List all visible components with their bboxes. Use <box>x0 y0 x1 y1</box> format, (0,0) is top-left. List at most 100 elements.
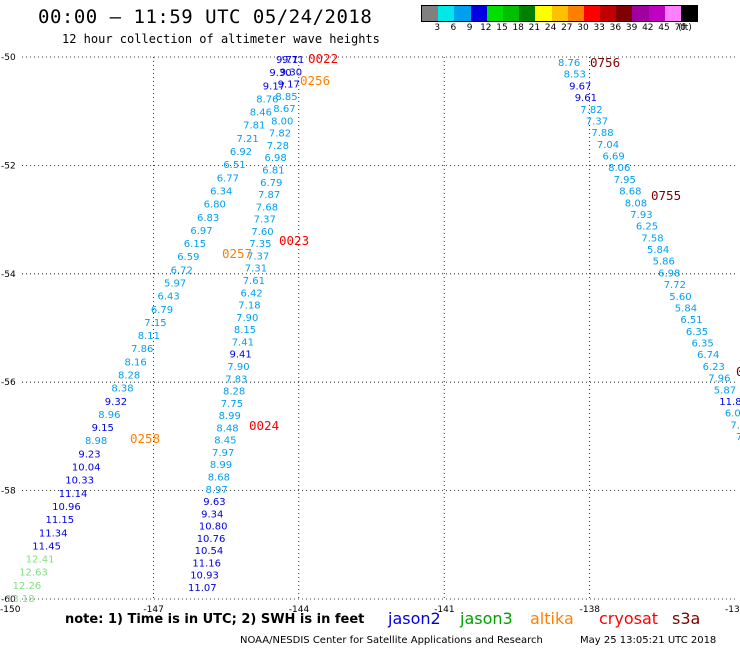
wave-height-value: 6.97 <box>190 226 212 237</box>
wave-height-value: 9.17 <box>263 81 285 92</box>
wave-height-value: 6.72 <box>171 265 193 276</box>
wave-height-value: 8.97 <box>206 485 228 496</box>
legend-swatch <box>551 6 568 21</box>
legend-label: 39 <box>625 23 638 33</box>
pass-time-label: 0023 <box>279 233 309 248</box>
wave-height-value: 8.28 <box>223 387 245 398</box>
wave-height-value: 7.37 <box>586 116 608 127</box>
pass-time-label: 0022 <box>308 51 338 66</box>
pass-time-labels: 0022 0256 0023 0257 0024 0258 0756 0755 0 <box>130 51 740 446</box>
legend-swatch <box>502 6 520 21</box>
legend-labels: 3 6 9 12 15 18 21 24 27 30 33 36 39 42 45 70 (ft) <box>421 22 698 36</box>
wave-height-value: 7.31 <box>245 264 267 275</box>
wave-height-value: 7.88 <box>591 128 613 139</box>
legend-swatch <box>470 6 487 21</box>
legend-label: 24 <box>544 23 557 33</box>
wave-height-value: 9.15 <box>92 423 114 434</box>
lon-tick-label: -13 <box>725 605 740 615</box>
legend-label: 9 <box>466 23 473 33</box>
wave-height-value: 12.41 <box>26 555 55 566</box>
wave-height-value: 9.63 <box>203 497 225 508</box>
wave-height-value: 8.48 <box>216 423 238 434</box>
lat-tick-label: -50 <box>1 53 16 63</box>
satellite-label-s3a: s3a <box>672 609 701 628</box>
wave-height-value: 5.87 <box>714 385 736 396</box>
lat-tick-label: -56 <box>1 378 16 388</box>
wave-height-value: 6.83 <box>197 213 219 224</box>
wave-height-value: 5.84 <box>675 303 697 314</box>
satellite-label-jason2: jason2 <box>388 609 441 628</box>
wave-height-value: 9.67 <box>569 81 591 92</box>
legend-swatch <box>486 6 503 21</box>
legend-label: (ft) <box>678 23 692 33</box>
footer-timestamp: May 25 13:05:21 UTC 2018 <box>580 635 717 646</box>
wave-height-value: 8.68 <box>208 473 230 484</box>
wave-height-value: 10.80 <box>199 522 228 533</box>
legend-swatch <box>454 6 471 21</box>
wave-height-value: 7.81 <box>243 121 265 132</box>
lon-tick-label: -138 <box>580 605 601 615</box>
wave-height-value: 6.80 <box>204 200 226 211</box>
wave-height-value: 9.41 <box>230 350 252 361</box>
wave-height-value: 10.33 <box>65 476 94 487</box>
wave-height-value: 11.16 <box>192 558 221 569</box>
legend-label: 27 <box>561 23 573 33</box>
satellite-label-cryosat: cryosat <box>599 609 659 628</box>
satellite-tracks: 9.719.309.178.768.467.817.216.926.516.77… <box>6 55 740 605</box>
wave-height-value: 9.17 <box>278 80 300 91</box>
wave-height-value: 7.41 <box>232 337 254 348</box>
wave-height-value: 8.99 <box>210 460 232 471</box>
pass-time-label: 0257 <box>222 246 252 261</box>
wave-height-value: 6.69 <box>603 152 625 163</box>
wave-height-value: 8.98 <box>85 436 107 447</box>
wave-height-value: 8.68 <box>619 187 641 198</box>
legend-swatch <box>438 6 455 21</box>
lat-tick-label: -60 <box>1 595 16 605</box>
legend-swatch <box>519 6 536 21</box>
wave-height-value: 7.83 <box>225 374 247 385</box>
satellite-label-altika: altika <box>530 609 574 628</box>
wave-height-value: 10.93 <box>190 571 219 582</box>
wave-height-value: 10.54 <box>195 546 224 557</box>
wave-height-value: 6.59 <box>177 252 199 263</box>
satellite-label-jason3: jason3 <box>460 609 513 628</box>
legend-swatch <box>632 6 649 21</box>
wave-height-value: 6.51 <box>680 315 702 326</box>
wave-height-value: 7 <box>736 432 740 443</box>
wave-height-value: 8.76 <box>256 94 278 105</box>
wave-height-value: 11.34 <box>39 528 68 539</box>
legend-swatches <box>421 5 699 22</box>
legend-label: 6 <box>450 23 457 33</box>
wave-height-value: 11.15 <box>46 515 75 526</box>
wave-height-value: 6.15 <box>184 239 206 250</box>
wave-height-value: 12.63 <box>19 568 48 579</box>
wave-height-value: 9.23 <box>78 449 100 460</box>
wave-height-value: 7.58 <box>641 233 663 244</box>
wave-height-value: 8.08 <box>625 198 647 209</box>
footer-credit: NOAA/NESDIS Center for Satellite Applica… <box>240 635 543 646</box>
wave-height-value: 9.34 <box>201 509 223 520</box>
wave-height-value: 5.86 <box>653 257 675 268</box>
wave-height-value: 6.43 <box>158 292 180 303</box>
wave-height-value: 6.42 <box>241 288 263 299</box>
wave-height-value: 10.76 <box>197 534 226 545</box>
wave-height-value: 8.06 <box>608 163 630 174</box>
wave-height-value: 9.71 <box>282 55 304 66</box>
wave-height-value: 6.34 <box>210 187 232 198</box>
wave-height-value: 6.98 <box>658 268 680 279</box>
lon-tick-label: -141 <box>434 605 454 615</box>
wave-height-value: 8.45 <box>214 436 236 447</box>
axis-ticks: -50 -52 -54 -56 -58 -60-150 -147 -144 -141 -138 -1… <box>0 53 740 615</box>
wave-height-value: 6.79 <box>151 305 173 316</box>
pass-time-label: 0256 <box>300 73 330 88</box>
wave-height-value: 7.72 <box>664 280 686 291</box>
wave-height-value: 7.82 <box>269 129 291 140</box>
wave-height-value: 8.38 <box>111 384 133 395</box>
color-legend: 3 6 9 12 15 18 21 24 27 30 33 36 39 42 45 70 (ft) <box>421 5 699 36</box>
wave-height-value: 8.85 <box>275 92 297 103</box>
pass-time-label: 0024 <box>249 418 279 433</box>
wave-height-value: 7.1 <box>730 420 740 431</box>
legend-label: 3 <box>434 23 441 33</box>
legend-label: 12 <box>480 23 492 33</box>
wave-height-value: 7.35 <box>249 239 271 250</box>
